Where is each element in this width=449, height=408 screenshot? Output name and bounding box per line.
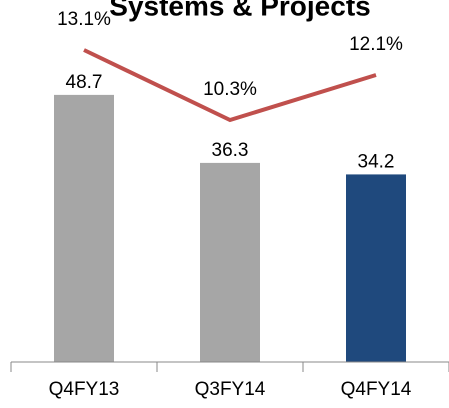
x-tick-label: Q3FY14 xyxy=(195,379,266,400)
line-value-label: 10.3% xyxy=(203,79,257,100)
line-value-label: 12.1% xyxy=(349,34,403,55)
x-tick-label: Q4FY14 xyxy=(341,379,412,400)
line xyxy=(83,48,377,123)
x-tick-label: Q4FY13 xyxy=(49,379,120,400)
bar xyxy=(346,174,406,362)
bar-value-label: 36.3 xyxy=(212,140,249,161)
bar-value-label: 34.2 xyxy=(358,151,395,172)
bar-value-label: 48.7 xyxy=(66,72,103,93)
line-value-label: 13.1% xyxy=(57,9,111,30)
bar xyxy=(54,94,114,362)
chart-title: Systems & Projects xyxy=(109,0,370,21)
bar xyxy=(200,162,260,362)
